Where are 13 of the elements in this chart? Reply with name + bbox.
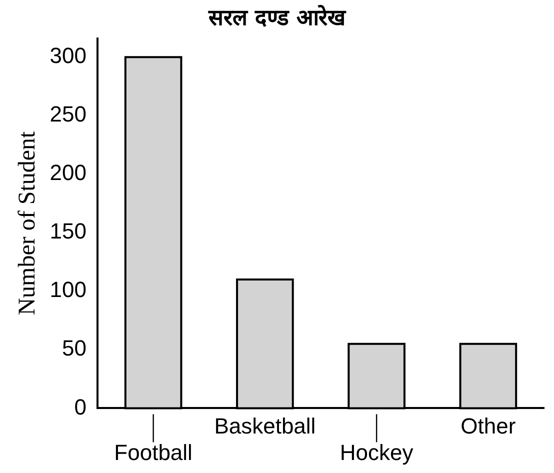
y-tick-label: 100 (50, 277, 87, 302)
x-tick-label: Other (460, 413, 516, 438)
y-axis-title: Number of Student (14, 130, 41, 316)
y-tick-label: 200 (50, 160, 87, 186)
x-tick-label: Hockey (340, 440, 414, 465)
x-tick-label: Basketball (214, 413, 316, 438)
chart-title: सरल दण्ड आरेख (207, 4, 347, 31)
y-tick-label: 150 (50, 218, 87, 244)
y-tick-label: 250 (50, 102, 87, 127)
x-tick-label: Football (114, 440, 192, 465)
y-tick-label: 50 (62, 336, 87, 361)
y-tick-label: 300 (50, 43, 87, 68)
y-tick-label: 0 (74, 394, 87, 420)
